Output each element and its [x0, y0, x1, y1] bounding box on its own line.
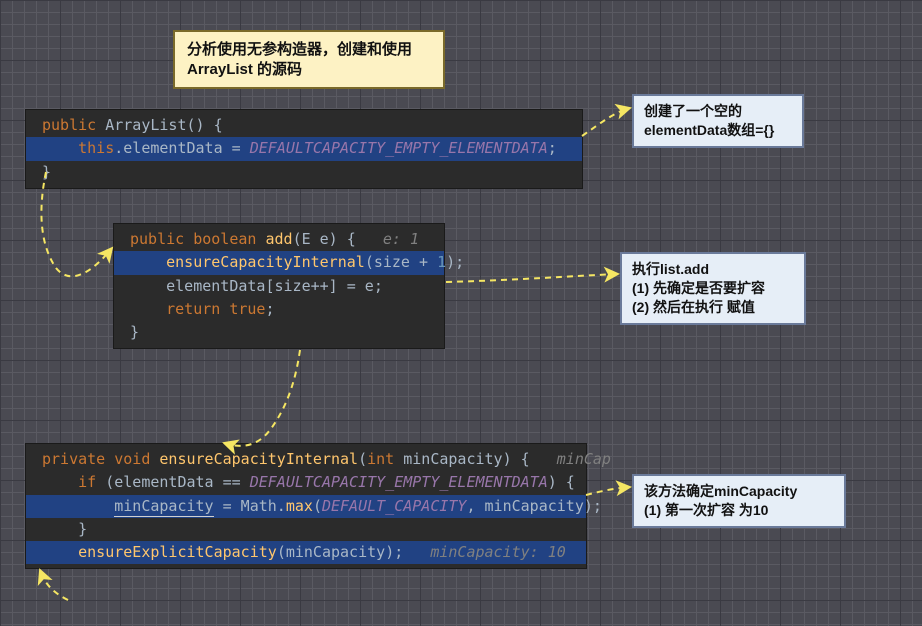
code-block-ensure-capacity: private void ensureCapacityInternal(int …	[26, 444, 586, 568]
code-line: ensureExplicitCapacity(minCapacity); min…	[26, 541, 586, 564]
code-line: public boolean add(E e) { e: 1	[114, 228, 444, 251]
code-block-constructor: public ArrayList() { this.elementData = …	[26, 110, 582, 188]
code-line: minCapacity = Math.max(DEFAULT_CAPACITY,…	[26, 495, 586, 518]
annotation-empty-array: 创建了一个空的 elementData数组={}	[632, 94, 804, 148]
code-line: ensureCapacityInternal(size + 1);	[114, 251, 444, 274]
code-line: private void ensureCapacityInternal(int …	[26, 448, 586, 471]
code-line: }	[26, 518, 586, 541]
code-line: elementData[size++] = e;	[114, 275, 444, 298]
code-block-add: public boolean add(E e) { e: 1 ensureCap…	[114, 224, 444, 348]
code-line: public ArrayList() {	[26, 114, 582, 137]
annotation-min-capacity: 该方法确定minCapacity (1) 第一次扩容 为10	[632, 474, 846, 528]
code-line: }	[114, 321, 444, 344]
title-callout: 分析使用无参构造器，创建和使用 ArrayList 的源码	[173, 30, 445, 89]
code-line: if (elementData == DEFAULTCAPACITY_EMPTY…	[26, 471, 586, 494]
code-line: return true;	[114, 298, 444, 321]
annotation-list-add: 执行list.add (1) 先确定是否要扩容 (2) 然后在执行 赋值	[620, 252, 806, 325]
code-line: this.elementData = DEFAULTCAPACITY_EMPTY…	[26, 137, 582, 160]
code-line: }	[26, 161, 582, 184]
